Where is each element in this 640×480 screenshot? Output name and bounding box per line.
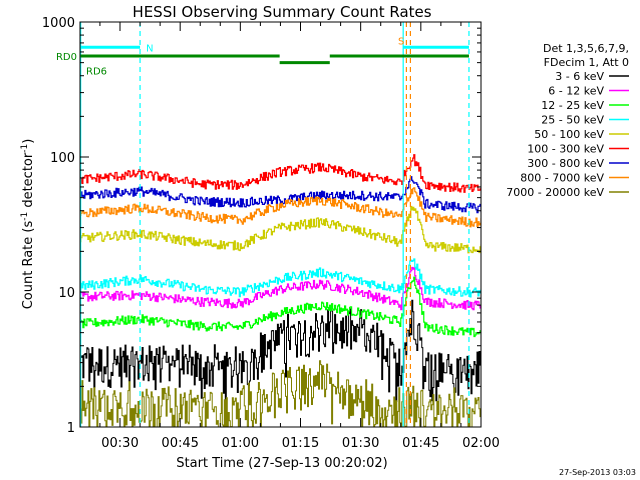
legend-label-1: 3 - 6 keV [555, 70, 604, 83]
legend-label-6: 100 - 300 keV [527, 143, 604, 156]
annotation-1: N [146, 43, 153, 54]
y-axis-label-end: ) [21, 139, 36, 144]
legend-label-4: 25 - 50 keV [541, 114, 604, 127]
legend-label-9: 7000 - 20000 keV [506, 186, 604, 199]
legend-label-3: 12 - 25 keV [541, 99, 604, 112]
x-tick-label-5: 01:30 [342, 436, 379, 451]
series-line-4 [80, 258, 481, 298]
annotation-3: RD0 [56, 52, 77, 63]
series-line-9 [80, 360, 481, 427]
series-line-8 [80, 187, 481, 228]
annotation-4: RD6 [86, 67, 107, 78]
x-tick-label-4: 01:15 [282, 436, 319, 451]
annotation-2: S [398, 36, 404, 47]
axes: 1 10 100 1000 00:30 00:45 01:00 01:15 01:30 01:45… [42, 16, 500, 451]
x-axis-label: Start Time (27-Sep-13 00:20:02) [176, 456, 387, 471]
legend-label-8: 800 - 7000 keV [520, 172, 604, 185]
plot-area: N S RD0 RD6 [56, 22, 481, 427]
legend-header-1: Det 1,3,5,6,7,9, [543, 42, 629, 55]
timestamp: 27-Sep-2013 03:03 [559, 468, 636, 477]
series-line-3 [80, 276, 481, 338]
plot-content [80, 22, 481, 427]
legend-label-5: 50 - 100 keV [534, 128, 604, 141]
legend-header-2: FDecim 1, Att 0 [544, 56, 629, 69]
y-tick-label-1: 1 [67, 421, 75, 436]
legend: Det 1,3,5,6,7,9,FDecim 1, Att 03 - 6 keV… [506, 42, 629, 199]
y-axis-label-sup2: -1 [20, 144, 30, 153]
y-axis-label: Count Rate (s-1 detector-1) [20, 139, 36, 310]
x-tick-label-6: 01:45 [402, 436, 439, 451]
legend-label-2: 6 - 12 keV [548, 85, 604, 98]
y-tick-label-4: 1000 [42, 16, 75, 31]
y-axis-label-main: Count Rate (s [21, 221, 36, 310]
series-line-1 [80, 299, 481, 402]
x-tick-label-1: 00:30 [101, 436, 138, 451]
x-tick-label-2: 00:45 [161, 436, 198, 451]
series-line-6 [80, 154, 481, 193]
x-tick-label-7: 02:00 [462, 436, 499, 451]
chart-title: HESSI Observing Summary Count Rates [132, 3, 431, 21]
y-tick-label-3: 100 [50, 151, 75, 166]
legend-label-7: 300 - 800 keV [527, 157, 604, 170]
y-axis-label-sup1: -1 [20, 212, 30, 221]
series-line-5 [80, 205, 481, 254]
y-axis-label-mid: detector [21, 152, 36, 212]
y-tick-label-2: 10 [58, 286, 75, 301]
x-tick-label-3: 01:00 [222, 436, 259, 451]
